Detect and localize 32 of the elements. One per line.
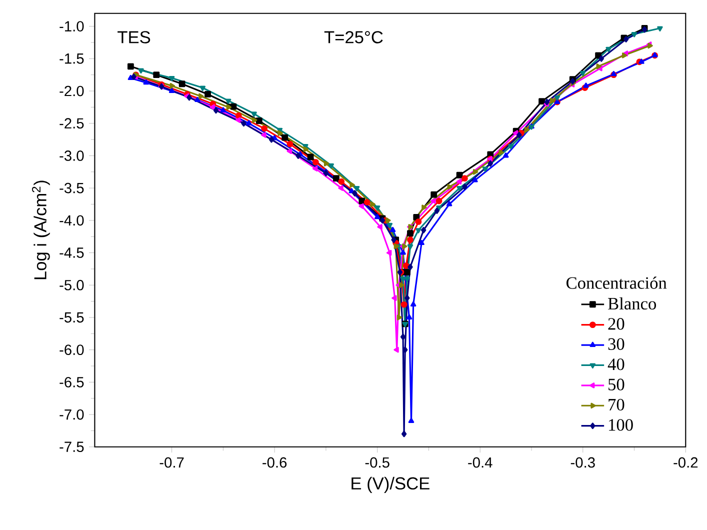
y-tick-label: -1.0 — [60, 21, 84, 32]
annotation: T=25°C — [324, 31, 383, 44]
legend-label: 30 — [608, 338, 624, 350]
x-tick-label: -0.5 — [365, 458, 390, 468]
x-tick-label: -0.7 — [160, 458, 184, 468]
y-tick-label: -3.0 — [60, 150, 84, 162]
x-tick-label: -0.2 — [674, 458, 698, 468]
legend-label: 70 — [608, 399, 624, 411]
x-axis-title: E (V)/SCE — [352, 477, 430, 494]
y-tick-label: -5.5 — [60, 312, 84, 323]
legend-label: 40 — [608, 358, 624, 370]
y-tick-label: -2.5 — [60, 118, 84, 129]
annotation: TES — [118, 31, 150, 44]
x-tick-label: -0.6 — [262, 458, 287, 468]
y-tick-label: -4.5 — [60, 248, 84, 258]
legend-label: 100 — [609, 419, 633, 431]
legend-label: 20 — [608, 318, 624, 330]
y-tick-label: -7.0 — [60, 410, 84, 420]
y-axis-title: Log i (A/cm$^{2}$) — [32, 180, 50, 280]
y-tick-label: -1.5 — [60, 54, 84, 64]
y-tick-label: -5.0 — [60, 280, 84, 291]
y-tick-label: -4.0 — [60, 215, 84, 226]
x-tick-label: -0.3 — [570, 458, 595, 468]
y-tick-label: -3.5 — [60, 183, 84, 194]
x-tick-label: -0.4 — [468, 458, 492, 468]
legend-label: 50 — [608, 378, 624, 391]
y-tick-label: -2.0 — [60, 86, 84, 96]
legend-label: Blanco — [608, 298, 656, 310]
y-tick-label: -6.5 — [60, 377, 84, 388]
y-tick-label: -7.5 — [60, 442, 84, 452]
y-tick-label: -6.0 — [60, 344, 84, 356]
legend-title: Concentración — [566, 276, 667, 290]
